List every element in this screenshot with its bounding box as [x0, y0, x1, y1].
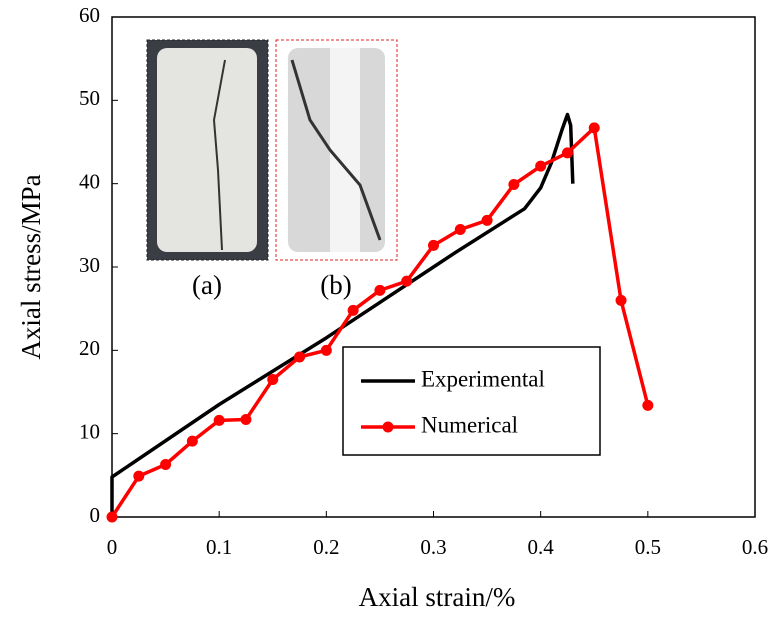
x-tick-label: 0.3	[420, 535, 446, 559]
data-point	[294, 351, 306, 363]
legend-box	[342, 346, 601, 456]
data-point	[186, 435, 198, 447]
y-tick-label: 0	[90, 503, 101, 527]
y-tick-label: 60	[79, 3, 100, 27]
y-tick-label: 20	[79, 336, 100, 360]
data-point	[267, 374, 279, 385]
x-tick-label: 0.1	[206, 535, 232, 559]
data-point	[240, 414, 252, 425]
legend-label: Experimental	[421, 366, 545, 391]
inset-label: (b)	[320, 270, 351, 300]
x-tick-label: 0.2	[313, 535, 339, 559]
data-point	[347, 304, 359, 316]
data-point	[642, 399, 654, 411]
data-point	[615, 294, 627, 306]
legend-marker	[382, 421, 394, 433]
data-point	[320, 344, 332, 356]
y-tick-label: 30	[79, 253, 100, 277]
data-point	[481, 214, 493, 226]
data-point	[401, 275, 413, 287]
data-point	[454, 224, 466, 235]
inset-label: (a)	[192, 270, 222, 300]
x-tick-label: 0.4	[528, 535, 555, 559]
series-line	[110, 112, 575, 517]
legend-label: Numerical	[421, 412, 518, 437]
data-point	[561, 147, 573, 159]
data-point	[213, 414, 225, 426]
inset-photo-b	[275, 39, 398, 261]
data-point	[374, 284, 386, 296]
x-tick-label: 0.5	[635, 535, 661, 559]
x-axis-label: Axial strain/%	[359, 582, 516, 612]
y-tick-label: 10	[79, 419, 100, 443]
data-point	[508, 179, 520, 190]
data-point	[106, 511, 118, 523]
x-tick-label: 0.6	[742, 535, 768, 559]
data-point	[535, 160, 547, 172]
inset-photo-a	[146, 39, 269, 261]
data-point	[160, 459, 172, 470]
y-axis-label: Axial stress/MPa	[16, 174, 46, 359]
data-point	[428, 239, 439, 251]
data-point	[588, 122, 600, 134]
y-tick-label: 50	[79, 86, 100, 110]
data-point	[133, 470, 145, 482]
y-tick-label: 40	[79, 169, 100, 193]
x-tick-label: 0	[107, 535, 118, 559]
